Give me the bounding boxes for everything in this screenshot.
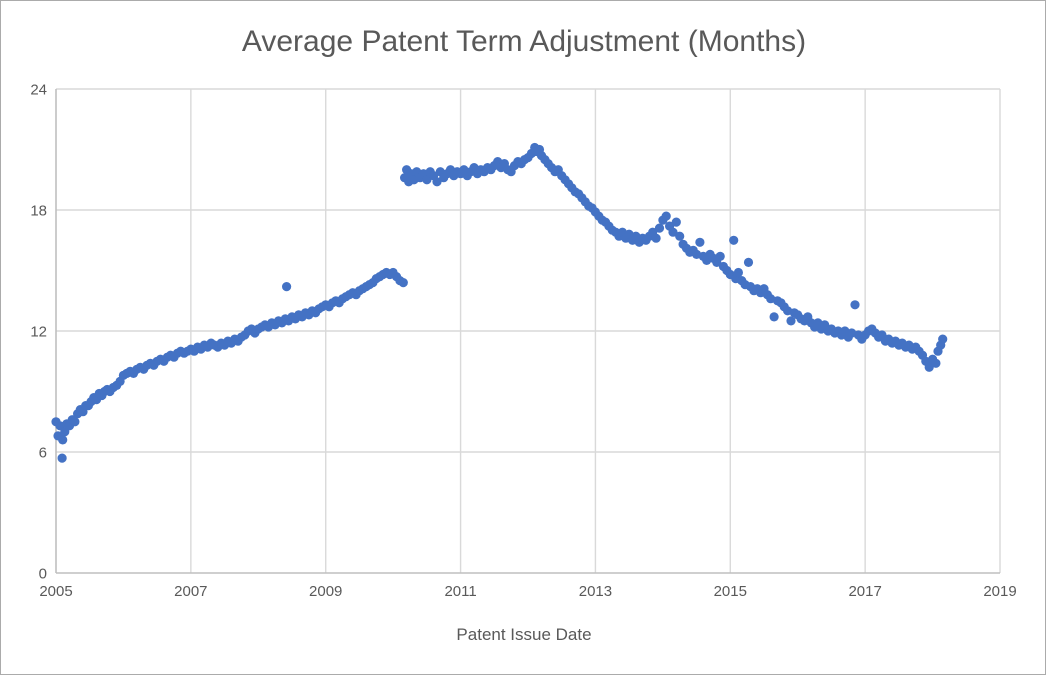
x-tick-label: 2019 [983, 583, 1016, 600]
data-point [695, 237, 705, 247]
data-point [398, 278, 408, 288]
x-tick-label: 2009 [309, 583, 342, 600]
data-point [671, 217, 681, 227]
data-point [57, 453, 67, 463]
data-point [282, 282, 292, 292]
data-point [786, 316, 796, 326]
x-tick-label: 2015 [714, 583, 747, 600]
data-point [651, 233, 661, 243]
data-point [668, 227, 678, 237]
x-tick-label: 2011 [444, 583, 476, 600]
data-point [70, 417, 80, 427]
data-point [729, 235, 739, 245]
chart-title: Average Patent Term Adjustment (Months) [241, 25, 807, 58]
data-point [715, 251, 725, 261]
x-tick-label: 2007 [174, 583, 207, 600]
data-point [654, 223, 665, 233]
data-point [661, 211, 671, 221]
data-point [58, 435, 68, 445]
data-point [924, 362, 934, 372]
data-point [432, 177, 442, 187]
data-point [743, 257, 754, 267]
data-point [769, 312, 779, 322]
x-tick-label: 2013 [579, 583, 612, 600]
x-tick-label: 2005 [39, 583, 72, 600]
data-point [938, 334, 948, 344]
y-tick-label: 0 [39, 565, 47, 582]
data-point [733, 267, 744, 278]
data-point [675, 231, 685, 241]
data-point [422, 175, 432, 185]
y-tick-label: 6 [39, 444, 47, 461]
x-tick-label: 2017 [848, 583, 881, 600]
data-point [931, 358, 941, 368]
y-tick-label: 12 [30, 323, 47, 340]
y-tick-label: 24 [30, 81, 47, 98]
x-axis-title: Patent Issue Date [456, 625, 592, 644]
data-point [850, 300, 860, 310]
y-tick-label: 18 [30, 202, 47, 219]
